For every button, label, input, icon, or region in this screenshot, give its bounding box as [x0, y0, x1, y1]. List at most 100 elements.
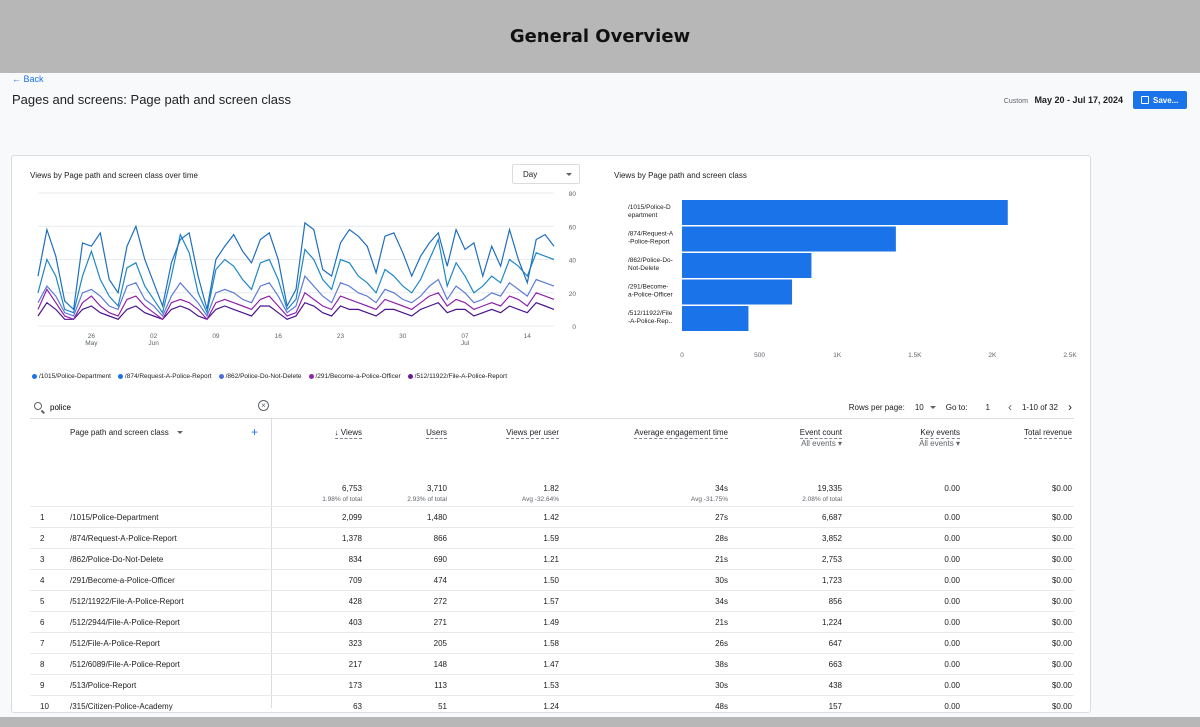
- table-row[interactable]: 7/512/File-A-Police-Report 323 205 1.58 26s 6…: [30, 632, 1074, 653]
- cell-path[interactable]: /513/Police-Report: [70, 681, 137, 690]
- cell-vpu: 1.49: [543, 618, 559, 627]
- key-events-filter-label: All events: [919, 439, 954, 448]
- goto-page-input[interactable]: 1: [985, 402, 990, 412]
- total-percent: 1.98% of total: [322, 496, 362, 503]
- table-row[interactable]: 9/513/Police-Report 173 113 1.53 30s 438 0.00 $…: [30, 674, 1074, 695]
- legend-swatch: [407, 374, 413, 379]
- engagement-time-total: 34s Avg -31.75%: [691, 484, 728, 503]
- key-events-total: 0.00: [944, 484, 960, 493]
- cell-rev: $0.00: [1051, 681, 1072, 690]
- legend-swatch: [218, 374, 224, 379]
- rows-per-page-dropdown[interactable]: 10: [915, 403, 936, 412]
- bar: [682, 279, 793, 305]
- dimension-header-label: Page path and screen class: [70, 428, 169, 437]
- table-row[interactable]: 8/512/6089/File-A-Police-Report 217 148 1.4…: [30, 653, 1074, 674]
- cell-key: 0.00: [944, 534, 960, 543]
- legend-item: /874/Request-A-Police-Report: [117, 373, 212, 380]
- cell-events: 438: [828, 681, 842, 690]
- x-tick-label: 14: [524, 333, 532, 340]
- cell-views: 173: [348, 681, 362, 690]
- cell-path[interactable]: /1015/Police-Department: [70, 513, 159, 522]
- cell-events: 647: [828, 639, 842, 648]
- cell-users: 474: [433, 576, 447, 585]
- total-value: 3,710: [426, 484, 447, 493]
- cell-views: 403: [348, 618, 362, 627]
- cell-users: 271: [433, 618, 447, 627]
- views-per-user-total: 1.82 Avg -32.64%: [522, 484, 559, 503]
- views-per-user-header[interactable]: Views per user: [506, 428, 559, 439]
- table-row[interactable]: 6/512/2944/File-A-Police-Report 403 271 1.4…: [30, 611, 1074, 632]
- legend-item: /291/Become-a-Police-Officer: [308, 373, 401, 380]
- key-events-filter[interactable]: All events ▾: [919, 439, 960, 448]
- total-percent: 2.08% of total: [802, 496, 842, 503]
- legend-label: /512/11922/File-A-Police-Report: [414, 373, 508, 380]
- cell-key: 0.00: [944, 513, 960, 522]
- bar: [682, 226, 896, 252]
- y-tick-label: 20: [569, 291, 577, 298]
- cell-path[interactable]: /512/11922/File-A-Police-Report: [70, 597, 184, 606]
- cell-n: 1: [40, 513, 45, 522]
- table-row[interactable]: 1/1015/Police-Department 2,099 1,480 1.42 27…: [30, 506, 1074, 527]
- bar-chart: 0 500 1K 1.5K 2K 2.5K/1015/Police-Department /…: [628, 200, 1077, 359]
- chevron-down-icon: [929, 405, 936, 409]
- table-row[interactable]: 2/874/Request-A-Police-Report 1,378 866 1.5…: [30, 527, 1074, 548]
- cell-key: 0.00: [944, 597, 960, 606]
- date-range-picker[interactable]: Custom May 20 - Jul 17, 2024: [1004, 95, 1123, 105]
- cell-rev: $0.00: [1051, 639, 1072, 648]
- next-page-icon[interactable]: ›: [1068, 400, 1072, 414]
- clear-search-icon[interactable]: ×: [258, 400, 269, 411]
- table-row[interactable]: 10/315/Citizen-Police-Academy 63 51 1.24 48s…: [30, 695, 1074, 716]
- table-row[interactable]: 5/512/11922/File-A-Police-Report 428 272 1.…: [30, 590, 1074, 611]
- total-revenue-header[interactable]: Total revenue: [1023, 428, 1072, 439]
- cell-path[interactable]: /512/2944/File-A-Police-Report: [70, 618, 180, 627]
- cell-path[interactable]: /512/6089/File-A-Police-Report: [70, 660, 180, 669]
- bar-category-label: Not-Delete: [628, 265, 659, 272]
- add-dimension-icon[interactable]: +: [251, 425, 259, 439]
- event-count-header-label: Event count: [799, 428, 842, 439]
- views-header[interactable]: ↓ Views: [334, 428, 362, 439]
- total-value: 6,753: [341, 484, 362, 493]
- chevron-down-icon: [176, 431, 183, 435]
- search-input[interactable]: [50, 400, 240, 414]
- x-tick-label: 1K: [833, 352, 842, 359]
- search-icon: [34, 402, 42, 410]
- y-tick-label: 0: [572, 324, 576, 331]
- save-button[interactable]: Save...: [1133, 91, 1187, 109]
- divider: [30, 418, 1074, 419]
- legend-swatch: [117, 374, 123, 379]
- cell-n: 4: [40, 576, 45, 585]
- x-tick-label: 2K: [988, 352, 997, 359]
- table-row[interactable]: 3/862/Police-Do-Not-Delete 834 690 1.21 21s 2…: [30, 548, 1074, 569]
- cell-path[interactable]: /862/Police-Do-Not-Delete: [70, 555, 164, 564]
- event-count-header[interactable]: Event count All events ▾: [799, 428, 842, 448]
- x-tick-label: 30: [399, 333, 407, 340]
- event-count-filter[interactable]: All events ▾: [801, 439, 842, 448]
- cell-path[interactable]: /291/Become-a-Police-Officer: [70, 576, 175, 585]
- total-value: $0.00: [1051, 484, 1072, 493]
- cell-vpu: 1.50: [543, 576, 559, 585]
- users-header[interactable]: Users: [426, 428, 447, 439]
- total-revenue-header-label: Total revenue: [1023, 428, 1072, 439]
- cell-path[interactable]: /874/Request-A-Police-Report: [70, 534, 177, 543]
- cell-vpu: 1.59: [543, 534, 559, 543]
- prev-page-icon[interactable]: ‹: [1007, 400, 1012, 414]
- granularity-value: Day: [523, 170, 538, 179]
- granularity-dropdown[interactable]: Day: [512, 164, 580, 184]
- cell-path[interactable]: /315/Citizen-Police-Academy: [70, 702, 173, 711]
- bar-category-label: /1015/Police-D: [628, 204, 671, 211]
- rows-per-page-value: 10: [914, 402, 924, 412]
- dimension-header[interactable]: Page path and screen class: [70, 428, 183, 437]
- x-tick-label: 1.5K: [908, 352, 922, 359]
- x-tick-label: 02: [150, 333, 158, 340]
- cell-views: 217: [348, 660, 362, 669]
- engagement-time-header[interactable]: Average engagement time: [634, 428, 728, 439]
- series-line: [37, 274, 555, 318]
- bar-category-label: epartment: [628, 212, 657, 219]
- cell-n: 10: [40, 702, 49, 711]
- key-events-header[interactable]: Key events All events ▾: [919, 428, 960, 448]
- cell-path[interactable]: /512/File-A-Police-Report: [70, 639, 160, 648]
- bar: [682, 200, 1008, 225]
- cell-vpu: 1.47: [543, 660, 559, 669]
- back-link[interactable]: ← Back: [12, 74, 44, 84]
- table-row[interactable]: 4/291/Become-a-Police-Officer 709 474 1.50 3…: [30, 569, 1074, 590]
